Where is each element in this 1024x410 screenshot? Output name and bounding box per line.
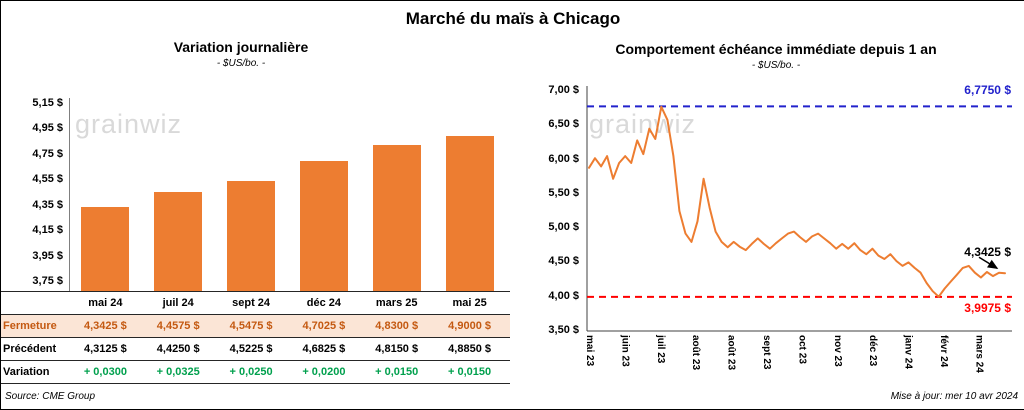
table-cell: 4,3125 $ xyxy=(83,343,127,355)
table-cell: 4,8150 $ xyxy=(375,343,419,355)
table-cell: 4,9000 $ xyxy=(448,320,491,332)
y-tick-label: 3,50 $ xyxy=(548,324,579,336)
y-tick-label: 6,00 $ xyxy=(548,152,579,165)
x-tick-label: janv 24 xyxy=(902,335,914,369)
x-tick-label: mai 23 xyxy=(584,335,595,367)
fermeture-row-highlight xyxy=(1,315,510,337)
bar xyxy=(81,206,130,291)
table-grid-line xyxy=(1,360,510,361)
bar xyxy=(372,144,421,291)
table-cell: + 0,0150 xyxy=(448,366,492,378)
bar xyxy=(299,160,348,291)
table-cell: + 0,0150 xyxy=(375,366,419,378)
bar-chart-title: Variation journalière xyxy=(173,39,309,55)
y-tick-label: 4,15 $ xyxy=(32,224,63,237)
x-tick-label: oct 23 xyxy=(796,335,808,364)
row-label: Variation xyxy=(3,366,50,378)
table-cell: 4,7025 $ xyxy=(302,320,346,332)
source-note: Source: CME Group xyxy=(5,391,96,402)
column-header: juil 24 xyxy=(162,297,194,309)
table-cell: 4,8850 $ xyxy=(448,343,491,355)
x-tick-label: sept 23 xyxy=(761,335,772,370)
table-cell: 4,5225 $ xyxy=(229,343,273,355)
y-tick-label: 5,50 $ xyxy=(548,186,579,199)
x-tick-label: juil 23 xyxy=(654,335,666,364)
table-cell: 4,4575 $ xyxy=(156,320,200,332)
x-tick-label: juin 23 xyxy=(619,335,631,367)
line-chart-title: Comportement échéance immédiate depuis 1… xyxy=(615,41,937,57)
y-axis-line xyxy=(69,98,70,291)
y-tick-label: 3,75 $ xyxy=(32,275,63,288)
y-tick-label: 4,95 $ xyxy=(32,122,63,135)
table-cell: 4,6825 $ xyxy=(302,343,346,355)
x-tick-label: mars 24 xyxy=(973,335,985,373)
y-tick-label: 4,55 $ xyxy=(32,173,63,186)
y-tick-label: 3,95 $ xyxy=(32,249,63,262)
bar-chart-subtitle: - $US/bo. - xyxy=(216,58,266,69)
line-chart-subtitle: - $US/bo. - xyxy=(751,60,801,71)
y-tick-label: 6,50 $ xyxy=(548,118,579,131)
price-line xyxy=(588,105,1006,298)
table-cell: 4,8300 $ xyxy=(375,320,419,332)
x-tick-label: févr 24 xyxy=(938,335,949,368)
table-cell: + 0,0200 xyxy=(302,366,346,378)
page-title: Marché du maïs à Chicago xyxy=(405,9,621,28)
line-chart-svg xyxy=(586,86,1012,332)
table-grid-line xyxy=(1,291,510,292)
row-label: Précédent xyxy=(3,343,57,355)
table-grid-line xyxy=(1,383,510,384)
table-cell: + 0,0325 xyxy=(156,366,200,378)
table-grid-line xyxy=(1,314,510,315)
row-label: Fermeture xyxy=(3,320,57,332)
table-cell: 4,5475 $ xyxy=(229,320,273,332)
x-tick-label: août 23 xyxy=(725,335,737,371)
column-header: mai 25 xyxy=(452,297,487,309)
y-tick-label: 4,50 $ xyxy=(548,255,579,268)
x-tick-label: nov 23 xyxy=(831,335,843,367)
watermark-right: grainwiz xyxy=(589,109,697,139)
watermark-left: grainwiz xyxy=(75,109,183,139)
x-tick-label: août 23 xyxy=(690,335,702,371)
table-cell: + 0,0300 xyxy=(83,366,127,378)
column-header: mars 25 xyxy=(375,297,418,309)
y-tick-label: 7,00 $ xyxy=(548,84,579,96)
bar xyxy=(227,180,276,291)
column-header: sept 24 xyxy=(232,297,271,309)
column-header: déc 24 xyxy=(306,297,342,309)
bar xyxy=(445,135,494,291)
table-cell: 4,4250 $ xyxy=(156,343,200,355)
y-tick-label: 4,00 $ xyxy=(548,289,579,302)
low-line-label: 3,9975 $ xyxy=(964,301,1011,315)
y-tick-label: 5,15 $ xyxy=(32,97,63,109)
updated-note: Mise à jour: mer 10 avr 2024 xyxy=(890,391,1018,402)
y-tick-label: 4,35 $ xyxy=(32,198,63,211)
column-header: mai 24 xyxy=(88,297,123,309)
table-cell: 4,3425 $ xyxy=(83,320,127,332)
high-line-label: 6,7750 $ xyxy=(964,83,1011,97)
last-point-arrow xyxy=(978,256,999,270)
y-tick-label: 5,00 $ xyxy=(548,221,579,234)
table-grid-line xyxy=(1,337,510,338)
last-price-label: 4,3425 $ xyxy=(964,245,1011,259)
table-cell: + 0,0250 xyxy=(229,366,273,378)
x-tick-label: déc 23 xyxy=(867,335,879,367)
y-tick-label: 4,75 $ xyxy=(32,147,63,160)
bar xyxy=(154,192,203,291)
